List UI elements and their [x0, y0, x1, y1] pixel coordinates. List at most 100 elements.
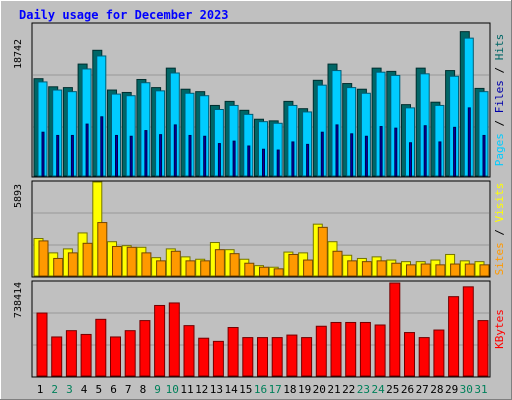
pages-bar: [70, 134, 74, 177]
kbytes-bar: [198, 337, 210, 377]
x-tick-label: 30: [460, 383, 473, 396]
pages-bar: [41, 131, 45, 177]
kbytes-bar: [212, 340, 224, 377]
x-tick-label: 21: [327, 383, 340, 396]
pages-bar: [115, 134, 118, 177]
pages-bar: [453, 126, 457, 177]
pages-bar: [159, 134, 163, 177]
kbytes-bar: [345, 321, 357, 377]
sites-bar: [141, 252, 152, 277]
sites-bar: [38, 240, 49, 277]
legend-pages: Pages: [493, 133, 506, 166]
sites-bar: [450, 263, 461, 277]
x-tick-label: 2: [51, 383, 58, 396]
x-tick-label: 25: [386, 383, 399, 396]
pages-bar: [262, 148, 265, 177]
pages-bar: [56, 134, 60, 177]
legend-files: Files: [493, 80, 506, 113]
pages-bar: [173, 124, 177, 177]
legend-hits: Hits: [493, 34, 506, 61]
sites-bar: [479, 264, 490, 277]
sites-bar: [273, 268, 284, 277]
kbytes-bars: [36, 282, 489, 377]
sites-bar: [97, 222, 108, 277]
x-tick-label: 3: [66, 383, 73, 396]
pages-bar: [467, 107, 471, 177]
x-tick-label: 19: [298, 383, 311, 396]
sites-bar: [53, 257, 64, 277]
kbytes-bar: [168, 302, 180, 377]
x-tick-label: 5: [95, 383, 102, 396]
x-tick-label: 31: [474, 383, 487, 396]
x-tick-label: 29: [445, 383, 458, 396]
pages-bar: [129, 135, 133, 177]
x-tick-label: 12: [195, 383, 208, 396]
sites-bar: [126, 246, 137, 277]
sites-bar: [303, 259, 314, 277]
x-tick-label: 26: [401, 383, 414, 396]
sites-bar: [376, 260, 387, 277]
pages-bar: [335, 124, 339, 177]
sites-bar: [406, 264, 416, 277]
x-tick-label: 6: [110, 383, 117, 396]
sites-bar: [259, 266, 269, 277]
sites-bar: [82, 242, 93, 277]
pages-bar: [217, 143, 221, 177]
kbytes-bar: [286, 334, 298, 377]
x-tick-label: 24: [371, 383, 385, 396]
sites-bar: [170, 250, 181, 277]
pages-bar: [188, 134, 192, 177]
kbytes-bar: [124, 330, 136, 377]
x-tick-label: 28: [430, 383, 443, 396]
pages-bar: [144, 130, 148, 177]
sites-bar: [244, 262, 255, 277]
sites-bar: [391, 262, 402, 277]
pages-bar: [306, 143, 310, 177]
pages-bar: [291, 141, 295, 177]
pages-bar: [423, 125, 427, 177]
hits-bars: [33, 31, 489, 177]
kbytes-bar: [154, 304, 166, 377]
kbytes-bar: [418, 337, 430, 377]
sites-bar: [112, 245, 122, 277]
x-tick-label: 20: [313, 383, 326, 396]
sites-bar: [347, 260, 358, 277]
kbytes-bar: [433, 329, 445, 377]
kbytes-bar: [183, 325, 195, 377]
hits-axis-max-label: 18742: [13, 39, 24, 69]
x-tick-label: 27: [416, 383, 429, 396]
pages-bar: [232, 140, 236, 177]
x-tick-label: 23: [357, 383, 370, 396]
kbytes-bar: [36, 312, 48, 377]
kbytes-bar: [65, 330, 77, 377]
kbytes-bar: [462, 286, 474, 377]
visits-legend: Sites / Visits: [493, 183, 506, 276]
kbytes-bar: [110, 336, 121, 377]
kbytes-bar: [389, 282, 401, 377]
visits-bars: [33, 181, 490, 277]
sites-bar: [435, 264, 446, 277]
pages-bar: [482, 134, 486, 177]
x-tick-label: 7: [125, 383, 132, 396]
x-tick-label: 10: [166, 383, 179, 396]
sites-bar: [464, 263, 475, 277]
pages-bar: [409, 142, 412, 177]
sites-bar: [288, 253, 299, 277]
sites-bar: [420, 263, 431, 277]
kbytes-bar: [139, 320, 151, 377]
sites-bar: [156, 260, 167, 277]
x-tick-label: 18: [283, 383, 296, 396]
kbytes-bar: [227, 327, 239, 377]
pages-bar: [100, 116, 104, 177]
pages-bar: [85, 123, 89, 177]
kbytes-bar: [301, 337, 313, 377]
kbytes-bar: [95, 318, 107, 377]
kbytes-bar: [404, 332, 415, 377]
sites-bar: [229, 253, 240, 277]
x-tick-label: 8: [140, 383, 147, 396]
kbytes-bar: [80, 333, 92, 377]
pages-bar: [379, 126, 383, 177]
kbytes-bar: [315, 325, 327, 377]
x-tick-label: 1: [37, 383, 44, 396]
